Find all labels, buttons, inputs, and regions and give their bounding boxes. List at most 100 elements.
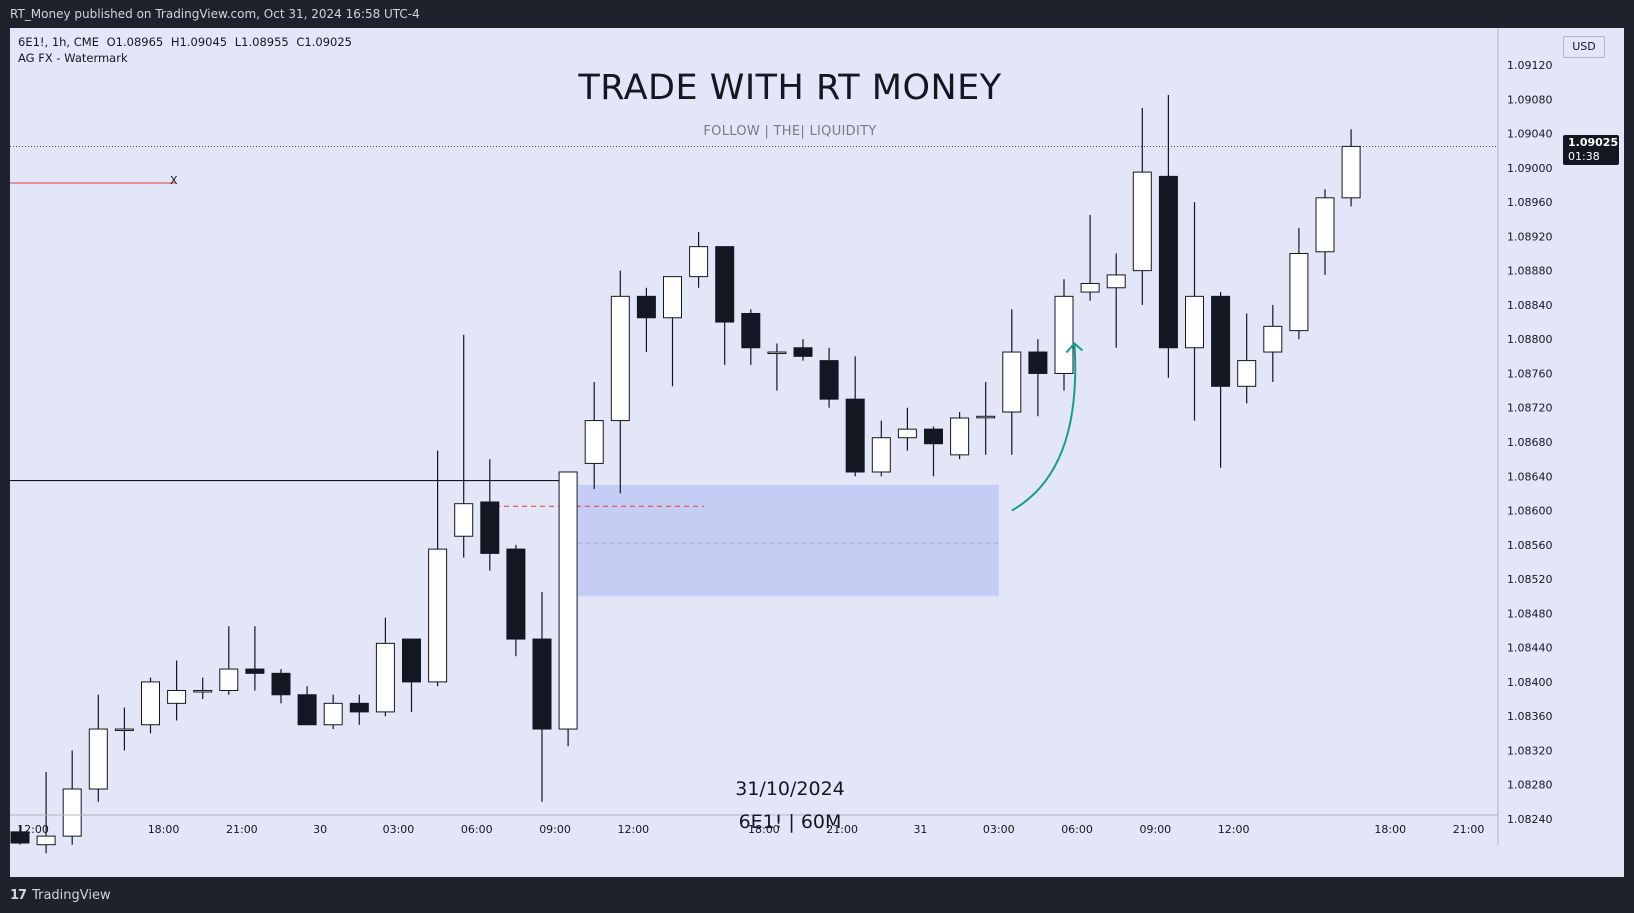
candle-body [402,638,421,683]
candle-body [636,295,656,319]
time-tick-label: 18:00 [748,823,780,836]
symbol-legend: 6E1!, 1h, CME O1.08965 H1.09045 L1.08955… [18,34,356,66]
price-tick-label: 1.08720 [1507,402,1553,415]
time-tick-label: 21:00 [226,823,258,836]
legend-symbol[interactable]: 6E1!, 1h, CME [18,35,99,49]
candle-body [323,702,343,726]
candle-body [1315,197,1335,253]
legend-open: O1.08965 [106,35,164,49]
price-tick-label: 1.08360 [1507,710,1553,723]
candle-body [532,638,552,730]
candle-body [663,276,682,319]
candle-body [1289,253,1309,332]
candle-body [1132,171,1152,272]
candle-body [167,689,187,704]
candle-body [1263,325,1283,353]
demand-zone [578,484,999,597]
legend-low: L1.08955 [234,35,289,49]
candle-body [349,702,369,713]
price-tick-label: 1.09000 [1507,162,1553,175]
price-tick-label: 1.09040 [1507,128,1553,141]
candle-body [793,347,813,357]
candle-body [976,415,996,419]
candle-body [10,831,30,844]
time-tick-label: 09:00 [539,823,571,836]
liquidity-arrow-head [1065,342,1084,354]
watermark-subtitle: FOLLOW | THE| LIQUIDITY [703,124,877,139]
price-tick-label: 1.08960 [1507,196,1553,209]
time-tick-label: 18:00 [1374,823,1406,836]
watermark-symbol: 6E1! | 60M [738,811,842,833]
time-tick-label: 09:00 [1139,823,1171,836]
candle-body [1028,351,1048,374]
currency-label[interactable]: USD [1563,36,1605,58]
candle-body [871,437,891,473]
price-tick-label: 1.08920 [1507,230,1553,243]
price-tick-label: 1.08600 [1507,505,1553,518]
candle-body [1002,351,1022,413]
time-tick-label: 06:00 [461,823,493,836]
candle-body [375,642,395,713]
candle-body [767,351,787,355]
candle-body [62,788,82,837]
last-price: 1.09025 [1568,136,1619,149]
publisher-bar: RT_Money published on TradingView.com, O… [0,0,1634,28]
candle-body [584,420,604,464]
candle-body [689,246,709,278]
price-tick-label: 1.08480 [1507,607,1553,620]
price-tick-label: 1.08240 [1507,813,1553,826]
legend-indicator[interactable]: AG FX - Watermark [18,51,128,65]
price-tick-label: 1.08800 [1507,333,1553,346]
price-tick-label: 1.08440 [1507,642,1553,655]
candlestick-chart[interactable]: 1.08240 1.08280 1.08320 1.08360 1.08400 1.084… [10,28,1624,877]
time-tick-label: 12:00 [617,823,649,836]
candle-body [558,471,578,730]
candle-body [245,668,265,674]
price-tick-label: 1.08840 [1507,299,1553,312]
last-price-tag: 1.09025 01:38 [1563,135,1619,165]
price-tick-label: 1.08400 [1507,676,1553,689]
price-tick-label: 1.08640 [1507,470,1553,483]
watermark-title: TRADE WITH RT MONEY [578,68,1002,108]
candle-body [845,398,865,473]
candle-body [114,728,134,732]
legend-close: C1.09025 [296,35,352,49]
candle-body [141,681,160,726]
price-axis-bg [1498,28,1624,877]
candle-body [1158,175,1178,349]
candle-body [715,246,735,323]
time-tick-label: 03:00 [983,823,1015,836]
candle-body [88,728,108,790]
time-tick-label: 03:00 [383,823,415,836]
price-tick-label: 1.09080 [1507,93,1553,106]
candle-body [1185,295,1204,349]
candle-body [454,503,474,537]
publisher-line: RT_Money published on TradingView.com, O… [10,7,420,21]
candle-body [1054,295,1074,374]
candle-body [297,694,317,726]
candle-body [36,835,56,846]
time-tick-label: 30 [313,823,327,836]
candle-body [1237,360,1257,387]
tradingview-logo-icon[interactable]: 17 [10,887,27,903]
price-tick-label: 1.08760 [1507,367,1553,380]
time-tick-label: 21:00 [826,823,858,836]
chart-area[interactable]: 1.08240 1.08280 1.08320 1.08360 1.08400 1.084… [10,28,1624,877]
drawing-label[interactable]: X [170,174,178,187]
liquidity-arrow [1011,343,1077,512]
candle-body [1080,282,1100,293]
candle-body [506,548,526,640]
candle-body [924,428,943,445]
brand-bar: 17 TradingView [0,877,1634,913]
time-tick-label: 06:00 [1061,823,1093,836]
brand-name[interactable]: TradingView [32,887,111,903]
candle-body [897,428,917,439]
price-tick-label: 1.08680 [1507,436,1553,449]
price-tick-label: 1.09120 [1507,59,1553,72]
candle-body [271,672,291,696]
candle-body [219,668,239,691]
watermark-date: 31/10/2024 [735,778,845,800]
candle-body [193,689,213,693]
price-tick-label: 1.08320 [1507,744,1553,757]
time-tick-label: 21:00 [1453,823,1485,836]
